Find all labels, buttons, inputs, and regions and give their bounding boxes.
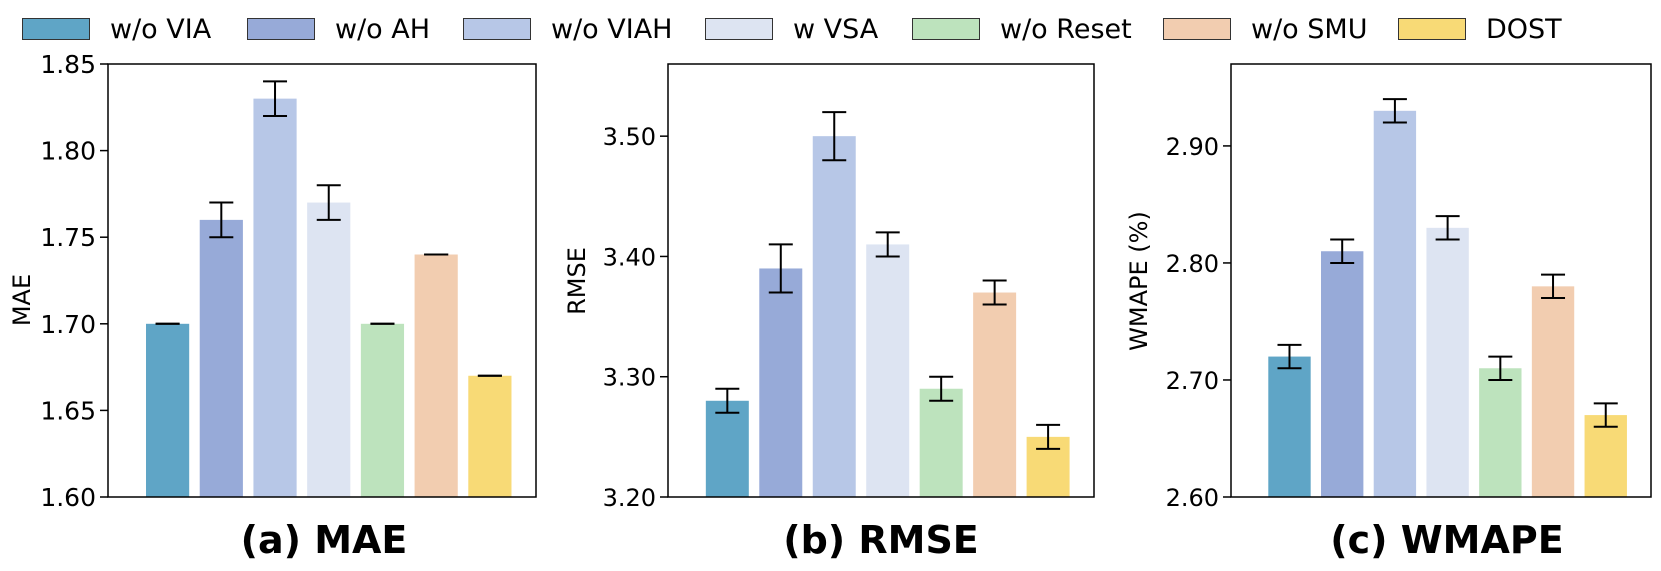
y-tick-label: 3.40 [603,243,656,271]
bar [1321,251,1364,497]
y-tick-label: 1.60 [40,483,96,512]
legend-item-wo-viah: w/o VIAH [463,13,673,45]
legend-label: w VSA [793,13,879,45]
y-tick-label: 2.60 [1166,484,1219,512]
bar [146,323,190,497]
y-tick-label: 1.75 [40,223,96,252]
axes-frame [667,63,1095,498]
bar [1426,227,1469,498]
bar [1268,356,1311,497]
y-axis-label: RMSE [563,247,591,315]
axes-frame [107,63,537,498]
y-tick-label: 1.70 [40,310,96,339]
legend-swatch [247,18,315,40]
legend-item-w-vsa: w VSA [705,13,879,45]
bar [199,219,243,497]
legend-label: DOST [1486,13,1562,45]
y-tick-label: 2.70 [1166,367,1219,395]
y-axis-label: MAE [8,274,36,326]
legend-item-wo-smu: w/o SMU [1163,13,1368,45]
bar [1531,286,1575,497]
subplot-title: (a) MAE [241,518,408,562]
y-tick-label: 2.90 [1166,133,1219,161]
legend-label: w/o VIA [110,13,212,45]
bar [919,388,963,497]
bar [1584,415,1627,497]
y-tick-label: 3.50 [603,123,656,151]
bar [414,254,458,497]
axes-frame [1230,63,1652,498]
y-axis-label: WMAPE (%) [1125,211,1153,351]
bar [705,400,749,497]
legend-item-wo-reset: w/o Reset [912,13,1132,45]
y-tick-label: 2.80 [1166,250,1219,278]
legend-swatch [912,18,980,40]
legend-swatch [1163,18,1231,40]
legend-label: w/o VIAH [551,13,673,45]
bar [1479,368,1522,497]
subplot-title: (c) WMAPE [1330,518,1563,562]
bar [360,323,405,497]
legend-item-wo-ah: w/o AH [247,13,431,45]
bar [468,375,512,497]
bar [759,268,803,497]
legend-item-dost: DOST [1398,13,1562,45]
legend-label: w/o SMU [1251,13,1368,45]
y-tick-label: 3.20 [603,484,656,512]
y-tick-label: 3.30 [603,364,656,392]
bar [866,244,910,497]
subplot-title: (b) RMSE [783,518,979,562]
legend-swatch [463,18,531,40]
legend-swatch [1398,18,1466,40]
bar [1373,110,1417,497]
bar [307,202,351,497]
legend-swatch [22,18,90,40]
y-tick-label: 1.65 [40,396,96,425]
bar [253,98,297,497]
bar [973,292,1017,497]
y-tick-label: 1.85 [40,50,96,79]
bar [812,136,856,497]
legend-swatch [705,18,773,40]
legend-label: w/o AH [335,13,431,45]
legend-item-wo-via: w/o VIA [22,13,212,45]
legend: w/o VIA w/o AH w/o VIAH w VSA w/o Reset … [0,0,1661,58]
legend-label: w/o Reset [1000,13,1132,45]
y-tick-label: 1.80 [40,137,96,166]
